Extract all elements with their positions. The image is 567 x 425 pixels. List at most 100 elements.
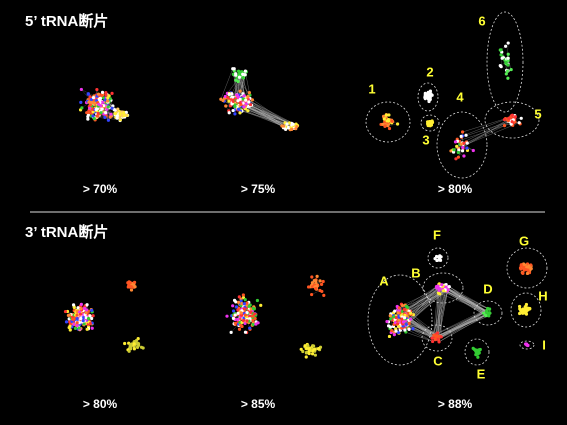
node (122, 113, 126, 118)
node (388, 325, 393, 329)
threshold-label: > 80% (83, 397, 118, 411)
node (409, 311, 413, 315)
node (436, 334, 440, 338)
node (100, 94, 104, 98)
node (103, 98, 107, 102)
edge (435, 312, 490, 340)
cluster-label: I (542, 337, 546, 352)
node (68, 324, 72, 328)
node (310, 285, 315, 289)
node (236, 311, 240, 315)
threshold-label: > 88% (438, 397, 473, 411)
node (239, 299, 243, 303)
cluster-label: B (411, 265, 420, 280)
node (85, 111, 89, 115)
node (232, 298, 237, 303)
node (230, 92, 234, 96)
node (291, 122, 295, 126)
node (311, 344, 316, 348)
node (438, 257, 442, 261)
edge (435, 290, 446, 338)
node (437, 255, 441, 259)
node (475, 351, 479, 355)
node (307, 351, 311, 356)
node (305, 347, 309, 351)
node (116, 107, 120, 111)
node (313, 353, 317, 357)
node (91, 114, 95, 118)
node (307, 349, 311, 353)
threshold-label: > 75% (241, 182, 276, 196)
node (524, 342, 528, 347)
node (88, 95, 92, 99)
node (506, 119, 510, 123)
node (506, 41, 510, 45)
cluster-label: 1 (368, 81, 375, 96)
node (79, 87, 83, 92)
node (405, 305, 410, 309)
node (68, 313, 72, 317)
edge (437, 308, 488, 334)
node (223, 94, 227, 99)
node (82, 322, 86, 326)
node (102, 104, 106, 108)
node (233, 112, 237, 116)
node (250, 98, 255, 102)
cluster-outline (484, 101, 540, 139)
node (244, 102, 248, 106)
node (286, 126, 291, 130)
node (128, 281, 132, 285)
node (459, 134, 463, 138)
edge (433, 311, 487, 336)
cluster-outline (422, 272, 464, 304)
node (247, 100, 251, 104)
node (510, 113, 514, 117)
node (242, 307, 246, 311)
node (248, 317, 252, 321)
edge (395, 328, 433, 342)
node (304, 350, 309, 355)
node (251, 318, 255, 323)
node (71, 317, 75, 321)
node (90, 101, 94, 105)
node (431, 339, 435, 344)
node (513, 115, 517, 119)
node (86, 113, 90, 117)
node (444, 285, 448, 289)
node (453, 140, 458, 144)
node (517, 121, 521, 125)
edge (462, 116, 511, 133)
node (411, 313, 415, 317)
node (446, 288, 450, 292)
node (435, 331, 440, 335)
node (233, 313, 237, 317)
node (72, 305, 76, 310)
cluster-label: 3 (422, 132, 429, 147)
node (388, 314, 392, 318)
edge (438, 289, 448, 340)
node (423, 95, 427, 100)
node (465, 146, 469, 150)
node (400, 303, 405, 308)
node (227, 111, 231, 115)
edge (436, 314, 489, 337)
node (433, 337, 437, 341)
node (385, 319, 389, 324)
node (76, 306, 80, 310)
node (506, 56, 510, 60)
node (227, 99, 231, 103)
node (294, 127, 298, 131)
node (455, 144, 459, 148)
edge (462, 119, 510, 144)
node (426, 123, 431, 128)
node (88, 314, 92, 318)
node (499, 48, 503, 52)
node (397, 318, 401, 322)
node (251, 306, 256, 310)
edge (445, 286, 488, 309)
node (306, 285, 311, 289)
node (110, 91, 114, 96)
node (82, 306, 87, 311)
edge (433, 286, 439, 338)
node (289, 127, 294, 132)
